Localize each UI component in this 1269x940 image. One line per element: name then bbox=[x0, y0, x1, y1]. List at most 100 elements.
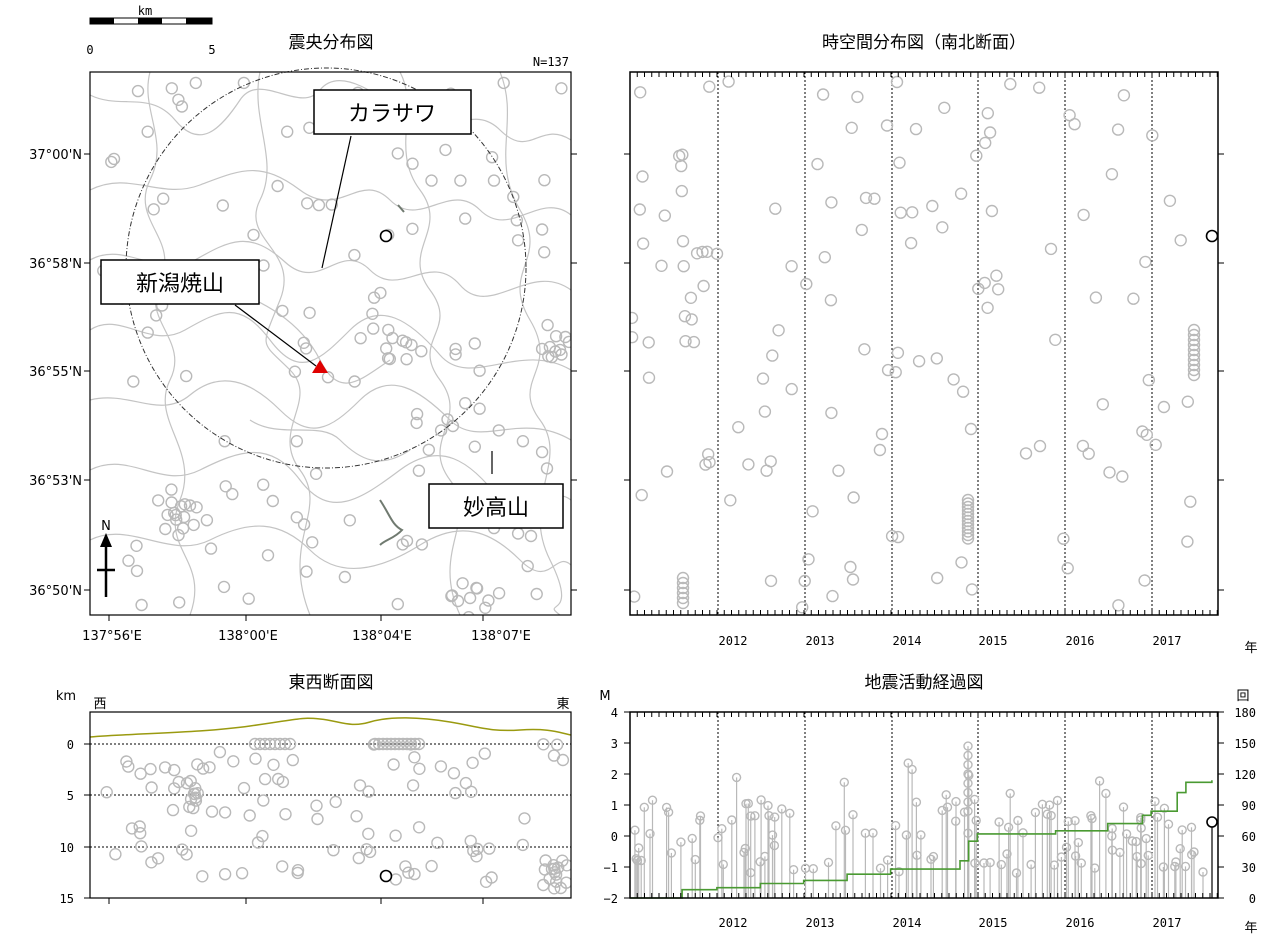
ew-event bbox=[352, 851, 365, 865]
ts-event bbox=[985, 204, 999, 218]
mt-head bbox=[1127, 836, 1138, 846]
ew-depth-0: 0 bbox=[67, 738, 74, 752]
mt-head bbox=[727, 815, 737, 825]
epicenter bbox=[297, 518, 311, 531]
mt-head bbox=[800, 863, 811, 873]
ac-latest-event bbox=[1206, 816, 1218, 898]
ew-event bbox=[516, 838, 529, 852]
ts-event bbox=[1187, 363, 1201, 377]
epicenter bbox=[312, 198, 326, 212]
ts-event bbox=[1019, 447, 1033, 460]
ts-event bbox=[1149, 438, 1162, 451]
epicenter bbox=[400, 353, 413, 366]
ts-event bbox=[724, 494, 737, 507]
mt-head bbox=[1049, 860, 1060, 870]
epicenter bbox=[218, 435, 231, 448]
ts-event bbox=[1044, 242, 1058, 256]
mt-head bbox=[739, 847, 749, 858]
ts-event bbox=[881, 363, 895, 377]
ts-event bbox=[703, 80, 716, 93]
mt-head bbox=[1052, 795, 1063, 806]
epicenter bbox=[541, 318, 554, 332]
mt-head bbox=[1150, 796, 1160, 807]
mt-head bbox=[661, 802, 672, 813]
ew-east: 東 bbox=[556, 696, 569, 712]
ts-event bbox=[868, 192, 881, 205]
epicenter bbox=[535, 342, 549, 356]
ew-event bbox=[144, 762, 157, 776]
epicenter bbox=[549, 330, 563, 343]
epicenter bbox=[468, 337, 481, 350]
ts-event bbox=[961, 525, 975, 538]
ew-event bbox=[537, 738, 550, 751]
ac-year-2015: 2015 bbox=[979, 916, 1008, 930]
ew-event bbox=[276, 775, 290, 789]
epicenter bbox=[367, 322, 380, 335]
epicenter bbox=[454, 174, 467, 187]
ts-event bbox=[676, 586, 690, 600]
mt-head bbox=[907, 764, 917, 775]
mt-head bbox=[1136, 858, 1146, 869]
ac-side-ticks bbox=[624, 711, 1224, 899]
ts-event bbox=[636, 170, 649, 183]
ts-event bbox=[685, 313, 698, 326]
epicenter bbox=[391, 147, 404, 160]
ew-event bbox=[387, 758, 400, 771]
epicenter bbox=[492, 587, 506, 600]
epicenter bbox=[242, 592, 255, 605]
ts-event bbox=[676, 596, 690, 610]
ts-event bbox=[676, 234, 690, 248]
mt-head bbox=[785, 808, 795, 818]
ew-depth-15: 15 bbox=[60, 892, 74, 906]
ew-event bbox=[380, 737, 394, 751]
mt-head bbox=[746, 811, 756, 821]
epicenter bbox=[175, 100, 189, 113]
mt-head bbox=[1101, 788, 1111, 799]
mt-head bbox=[695, 811, 706, 821]
ts-event bbox=[1174, 234, 1187, 247]
mt-head bbox=[743, 798, 753, 809]
ts-event bbox=[798, 574, 811, 588]
lon-tick-2: 138°00'E bbox=[218, 629, 278, 644]
epicenter bbox=[553, 343, 567, 357]
ts-event bbox=[970, 149, 983, 162]
ew-event bbox=[196, 870, 209, 883]
ts-event bbox=[894, 206, 907, 219]
ts-year-2012: 2012 bbox=[719, 634, 748, 648]
epicenter bbox=[468, 440, 481, 453]
callout-myoko-label: 妙高山 bbox=[463, 496, 529, 521]
ts-event bbox=[678, 310, 692, 323]
mt-head bbox=[1107, 831, 1117, 841]
count-tick-150: 150 bbox=[1234, 737, 1256, 751]
ts-event bbox=[956, 385, 970, 398]
mt-head bbox=[963, 741, 973, 751]
ts-event bbox=[673, 149, 686, 163]
ew-event bbox=[408, 751, 421, 764]
ac-year-2013: 2013 bbox=[806, 916, 835, 930]
ew-event bbox=[362, 785, 375, 798]
ts-event bbox=[1146, 129, 1159, 142]
ew-event bbox=[549, 868, 563, 881]
ts-event bbox=[630, 590, 641, 603]
epicenter bbox=[348, 248, 361, 262]
ts-event bbox=[785, 260, 798, 273]
ew-event bbox=[389, 829, 402, 842]
ts-event bbox=[965, 583, 979, 596]
epicenter bbox=[288, 365, 302, 378]
epicenter bbox=[406, 157, 419, 170]
mt-head bbox=[971, 815, 981, 826]
m-tick-1: 1 bbox=[611, 799, 618, 813]
mt-head bbox=[1189, 847, 1199, 857]
ts-event bbox=[859, 191, 873, 205]
mt-head bbox=[890, 820, 901, 831]
mt-head bbox=[764, 811, 774, 821]
ew-section-chart: 東西断面図 km 西 東 0 5 10 15 bbox=[56, 673, 572, 906]
ew-depth-10: 10 bbox=[60, 841, 74, 855]
mt-head bbox=[636, 855, 646, 866]
ts-event bbox=[1157, 400, 1171, 414]
ew-event bbox=[205, 805, 219, 818]
ew-event bbox=[406, 779, 420, 792]
ew-event bbox=[283, 737, 297, 751]
ts-event bbox=[1187, 348, 1201, 362]
ts-event bbox=[981, 301, 994, 314]
